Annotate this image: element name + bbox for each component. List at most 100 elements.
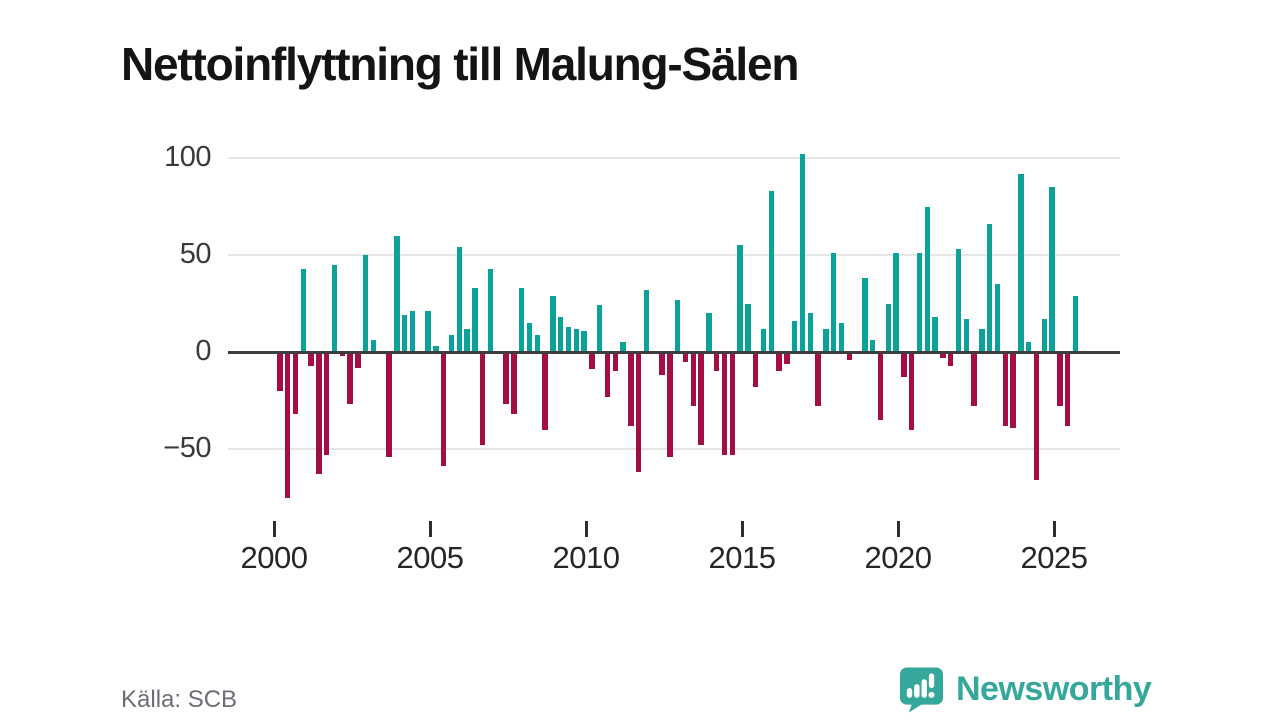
bar-2019Q3 — [885, 303, 892, 352]
bar-2000Q2 — [284, 352, 291, 498]
bar-2009Q1 — [557, 317, 564, 352]
bar-2006Q4 — [487, 268, 494, 352]
bar-2001Q4 — [331, 264, 338, 352]
bar-2015Q2 — [752, 352, 759, 387]
bar-2020Q1 — [901, 352, 907, 378]
x-tick — [896, 521, 900, 537]
bar-2014Q3 — [729, 352, 736, 455]
bar-2022Q2 — [971, 352, 977, 407]
bar-2004Q2 — [409, 311, 416, 352]
bar-2018Q1 — [838, 322, 845, 352]
bar-2022Q4 — [986, 223, 993, 352]
newsworthy-logo: Newsworthy — [898, 665, 1152, 713]
bar-2021Q3 — [947, 352, 954, 366]
bar-2007Q3 — [511, 352, 517, 415]
y-axis-label: 0 — [195, 334, 211, 367]
bar-2023Q1 — [994, 284, 1001, 352]
bar-2007Q4 — [518, 287, 525, 352]
bar-2013Q1 — [682, 352, 689, 362]
bar-2024Q2 — [1033, 352, 1040, 481]
bar-2000Q1 — [277, 352, 283, 391]
bar-2010Q4 — [612, 352, 619, 372]
bar-2024Q1 — [1025, 342, 1032, 352]
y-axis-label: −50 — [163, 431, 211, 464]
bar-2000Q3 — [292, 352, 299, 415]
bar-2012Q4 — [674, 299, 681, 352]
x-axis-label: 2000 — [240, 540, 308, 575]
source-note: Källa: SCB — [121, 686, 238, 713]
bar-2003Q1 — [370, 340, 377, 352]
chart-title: Nettoinflyttning till Malung-Sälen — [121, 37, 799, 90]
bar-2020Q2 — [908, 352, 915, 430]
x-axis-label: 2005 — [396, 540, 464, 575]
bar-2017Q4 — [830, 253, 837, 352]
bar-2009Q4 — [581, 330, 587, 352]
bar-2010Q1 — [589, 352, 595, 370]
bar-2016Q4 — [799, 154, 806, 352]
bar-2020Q4 — [924, 206, 931, 352]
bar-2025Q3 — [1072, 295, 1079, 352]
bar-2005Q4 — [456, 247, 463, 352]
gridline — [228, 448, 1120, 450]
bar-2011Q4 — [643, 289, 650, 352]
bar-2023Q2 — [1002, 352, 1009, 426]
bar-2023Q3 — [1010, 352, 1016, 428]
bar-2008Q2 — [534, 334, 541, 352]
bar-2015Q1 — [745, 303, 751, 352]
bar-2021Q4 — [955, 249, 962, 352]
x-tick — [584, 521, 588, 537]
bar-2024Q3 — [1041, 319, 1048, 352]
bar-2007Q2 — [503, 352, 509, 405]
bar-2018Q2 — [846, 352, 853, 360]
bar-2018Q4 — [862, 278, 868, 352]
bar-2010Q3 — [604, 352, 611, 397]
x-axis-label: 2020 — [864, 540, 932, 575]
bar-2013Q4 — [706, 313, 712, 352]
bar-2004Q4 — [425, 311, 431, 352]
bar-2006Q3 — [479, 352, 486, 446]
bar-2023Q4 — [1018, 173, 1024, 352]
bar-2001Q2 — [316, 352, 322, 475]
x-axis-label: 2015 — [708, 540, 776, 575]
bar-2001Q3 — [323, 352, 330, 455]
bar-2020Q3 — [916, 253, 923, 352]
bar-2016Q1 — [776, 352, 782, 372]
bar-2010Q2 — [596, 305, 603, 352]
bar-2017Q2 — [815, 352, 821, 407]
x-tick — [1052, 521, 1056, 537]
bar-2005Q2 — [440, 352, 447, 467]
bar-2025Q2 — [1064, 352, 1071, 426]
x-tick — [272, 521, 276, 537]
bar-2012Q3 — [667, 352, 673, 457]
bar-2012Q2 — [659, 352, 665, 376]
bar-2014Q4 — [737, 245, 743, 352]
bar-2009Q3 — [573, 328, 580, 352]
gridline — [228, 254, 1120, 256]
bar-2022Q3 — [979, 328, 985, 352]
bar-2011Q3 — [635, 352, 642, 473]
bar-2002Q2 — [347, 352, 353, 405]
bar-2008Q4 — [550, 295, 556, 352]
x-tick — [428, 521, 432, 537]
bar-2001Q1 — [308, 352, 314, 366]
bar-2000Q4 — [300, 268, 307, 352]
bar-2003Q4 — [394, 235, 400, 352]
bar-2019Q4 — [893, 253, 899, 352]
bar-2021Q2 — [940, 352, 946, 358]
bar-2019Q2 — [877, 352, 884, 420]
bar-2009Q2 — [565, 326, 572, 352]
bar-2004Q1 — [401, 315, 408, 352]
bar-2016Q3 — [791, 320, 798, 352]
bar-2002Q3 — [355, 352, 361, 368]
bar-2008Q1 — [526, 322, 533, 352]
bar-2017Q3 — [823, 328, 829, 352]
zero-axis-line — [228, 350, 1120, 354]
newsworthy-logo-icon — [899, 667, 944, 713]
y-axis-label: 100 — [164, 140, 211, 173]
gridline — [228, 157, 1120, 159]
x-tick — [740, 521, 744, 537]
bar-2019Q1 — [869, 340, 876, 352]
bar-2013Q2 — [690, 352, 697, 407]
bar-2025Q1 — [1057, 352, 1063, 407]
